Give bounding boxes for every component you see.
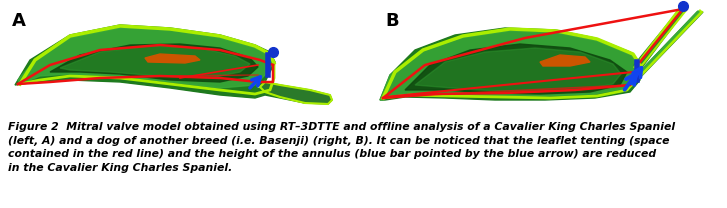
Text: Figure 2  Mitral valve model obtained using RT–3DTTE and offline analysis of a C: Figure 2 Mitral valve model obtained usi…: [8, 122, 675, 173]
Polygon shape: [380, 28, 640, 100]
Polygon shape: [145, 54, 200, 63]
Polygon shape: [260, 82, 332, 104]
Polygon shape: [18, 28, 272, 88]
Polygon shape: [627, 12, 703, 85]
Text: A: A: [12, 12, 26, 30]
Polygon shape: [15, 25, 330, 103]
Polygon shape: [60, 46, 250, 78]
Polygon shape: [50, 44, 258, 82]
Polygon shape: [634, 5, 687, 73]
Polygon shape: [380, 31, 638, 100]
Text: B: B: [385, 12, 398, 30]
Polygon shape: [405, 44, 627, 94]
Polygon shape: [540, 55, 590, 66]
Polygon shape: [415, 48, 621, 92]
